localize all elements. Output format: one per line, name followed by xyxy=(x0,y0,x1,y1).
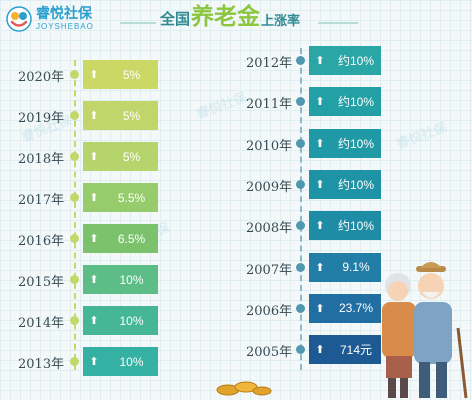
year-label: 2018年 xyxy=(18,152,65,167)
timeline-right xyxy=(300,48,302,370)
year-label: 2007年 xyxy=(246,262,293,278)
timeline-dot xyxy=(296,138,305,148)
rate-bar: ⬆ 5% xyxy=(83,101,158,130)
year-label: 2019年 xyxy=(18,111,65,126)
rate-value: 约10% xyxy=(337,219,375,234)
arrow-up-icon: ⬆ xyxy=(315,55,325,67)
arrow-up-icon: ⬆ xyxy=(89,151,99,163)
rate-bar: ⬆ 5% xyxy=(83,142,158,171)
arrow-up-icon: ⬆ xyxy=(89,69,99,81)
rate-value: 约10% xyxy=(337,54,375,68)
rate-value: 5% xyxy=(122,67,141,82)
watermark: 睿悦社保 xyxy=(194,90,249,123)
rate-value: 5% xyxy=(122,108,141,123)
rate-value: 714元 xyxy=(339,343,373,358)
rate-bar: ⬆ 6.5% xyxy=(83,224,158,253)
year-label: 2010年 xyxy=(246,138,293,154)
timeline-dot xyxy=(70,70,79,79)
timeline-dot xyxy=(70,357,79,366)
elderly-couple-icon xyxy=(382,262,468,399)
timeline-dot xyxy=(70,275,79,284)
arrow-up-icon: ⬆ xyxy=(315,261,325,274)
rate-bar: ⬆ 9.1% xyxy=(309,252,381,282)
year-label: 2005年 xyxy=(246,345,293,361)
rate-bar: ⬆ 10% xyxy=(83,265,158,294)
title-highlight: 养老金 xyxy=(191,4,261,30)
year-label: 2006年 xyxy=(246,303,293,319)
timeline-dot xyxy=(70,234,79,243)
year-label: 2015年 xyxy=(18,275,65,290)
year-label: 2012年 xyxy=(246,56,293,71)
rate-bar: ⬆ 5.5% xyxy=(83,183,158,212)
rate-value: 10% xyxy=(119,354,144,369)
rate-value: 5% xyxy=(122,149,141,164)
rate-value: 约10% xyxy=(337,136,375,151)
timeline-dot xyxy=(70,152,79,161)
rate-value: 9.1% xyxy=(342,260,370,274)
rate-bar: ⬆ 约10% xyxy=(309,46,381,75)
arrow-up-icon: ⬆ xyxy=(315,344,325,357)
year-label: 2013年 xyxy=(18,357,65,372)
rate-value: 5.5% xyxy=(117,190,146,205)
logo: 睿悦社保 JOYSHEBAO xyxy=(6,6,94,32)
rate-bar: ⬆ 10% xyxy=(83,347,158,376)
year-label: 2011年 xyxy=(246,97,293,113)
timeline-left xyxy=(74,60,76,370)
title-suffix: 上涨率 xyxy=(261,14,301,29)
title-prefix: 全国 xyxy=(160,10,191,28)
arrow-up-icon: ⬆ xyxy=(315,220,325,233)
rate-bar: ⬆ 约10% xyxy=(309,128,381,158)
rate-bar: ⬆ 约10% xyxy=(309,211,381,241)
arrow-up-icon: ⬆ xyxy=(89,356,99,368)
arrow-up-icon: ⬆ xyxy=(315,96,325,109)
rate-value: 10% xyxy=(119,313,144,328)
rate-value: 6.5% xyxy=(117,231,146,246)
year-label: 2009年 xyxy=(246,179,293,195)
rate-value: 约10% xyxy=(337,95,375,110)
rate-bar: ⬆ 约10% xyxy=(309,169,381,199)
arrow-up-icon: ⬆ xyxy=(89,192,99,204)
coins-icon xyxy=(216,381,272,396)
rate-value: 10% xyxy=(119,272,144,287)
timeline-dot xyxy=(70,193,79,202)
timeline-dot xyxy=(70,316,79,325)
timeline-dot xyxy=(70,111,79,120)
year-label: 2008年 xyxy=(246,221,293,237)
year-label: 2014年 xyxy=(18,316,65,331)
arrow-up-icon: ⬆ xyxy=(89,110,99,122)
timeline-dot xyxy=(296,345,305,355)
arrow-up-icon: ⬆ xyxy=(315,302,325,315)
logo-subtitle: JOYSHEBAO xyxy=(36,22,94,31)
timeline-dot xyxy=(296,221,305,231)
year-label: 2017年 xyxy=(18,193,65,208)
rate-bar: ⬆ 23.7% xyxy=(309,293,381,323)
logo-name: 睿悦社保 xyxy=(36,6,92,22)
timeline-dot xyxy=(296,179,305,189)
title-decoration-right xyxy=(318,22,358,24)
title-decoration-left xyxy=(120,22,156,24)
year-label: 2016年 xyxy=(18,234,65,249)
year-label: 2020年 xyxy=(18,70,65,85)
arrow-up-icon: ⬆ xyxy=(89,274,99,286)
timeline-dot xyxy=(296,303,305,313)
timeline-dot xyxy=(296,56,305,65)
rate-value: 23.7% xyxy=(338,301,374,316)
watermark: 睿悦社保 xyxy=(394,120,449,153)
page-title: 全国 养老金 上涨率 xyxy=(160,4,301,30)
timeline-dot xyxy=(296,262,305,272)
arrow-up-icon: ⬆ xyxy=(89,315,99,327)
rate-bar: ⬆ 约10% xyxy=(309,87,381,117)
rate-bar: ⬆ 10% xyxy=(83,306,158,335)
arrow-up-icon: ⬆ xyxy=(315,178,325,191)
arrow-up-icon: ⬆ xyxy=(315,137,325,150)
timeline-dot xyxy=(296,97,305,107)
logo-icon xyxy=(6,6,32,32)
rate-bar: ⬆ 714元 xyxy=(309,335,381,365)
arrow-up-icon: ⬆ xyxy=(89,233,99,245)
rate-bar: ⬆ 5% xyxy=(83,60,158,89)
rate-value: 约10% xyxy=(337,177,375,192)
